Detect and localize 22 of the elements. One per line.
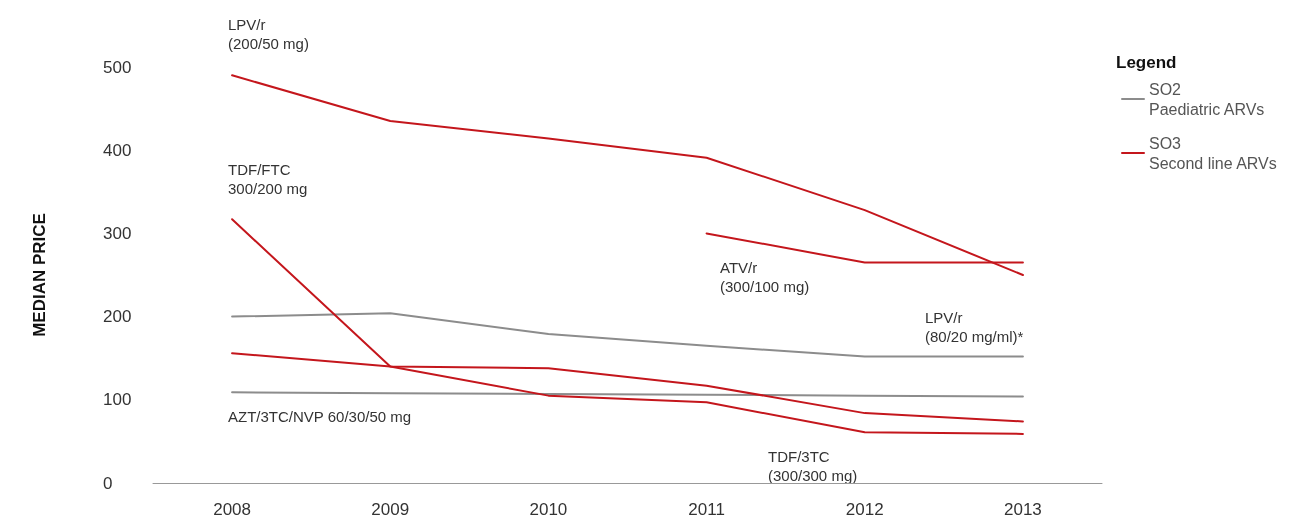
y-axis-title: MEDIAN PRICE xyxy=(30,213,49,337)
legend-title: Legend xyxy=(1116,53,1177,72)
annotation: ATV/r (300/100 mg) xyxy=(720,259,810,295)
y-tick-label: 400 xyxy=(103,140,132,160)
line-series xyxy=(231,312,1024,358)
x-tick-label: 2013 xyxy=(1004,500,1042,519)
y-tick-label: 0 xyxy=(103,473,113,493)
legend-label: SO2 Paediatric ARVs xyxy=(1149,80,1265,118)
text: LPV/r (200/50 mg) xyxy=(228,16,309,52)
y-tick-label: 500 xyxy=(103,57,132,77)
x-tick-label: 2011 xyxy=(688,500,725,519)
annotation: AZT/3TC/NVP 60/30/50 mg xyxy=(228,408,412,425)
x-tick-label: 2008 xyxy=(213,500,251,519)
x-tick-label: 2012 xyxy=(845,500,884,519)
legend-label: SO3 Second line ARVs xyxy=(1149,134,1277,172)
y-tick-label: 300 xyxy=(103,223,132,243)
x-tick-label: 2009 xyxy=(371,500,410,519)
y-tick-label: 100 xyxy=(103,390,132,410)
x-tick-label: 2010 xyxy=(529,500,568,519)
y-tick-label: 200 xyxy=(103,307,132,327)
annotation: TDF/FTC 300/200 mg xyxy=(228,161,308,197)
annotation: LPV/r (80/20 mg/ml)* xyxy=(925,309,1024,345)
